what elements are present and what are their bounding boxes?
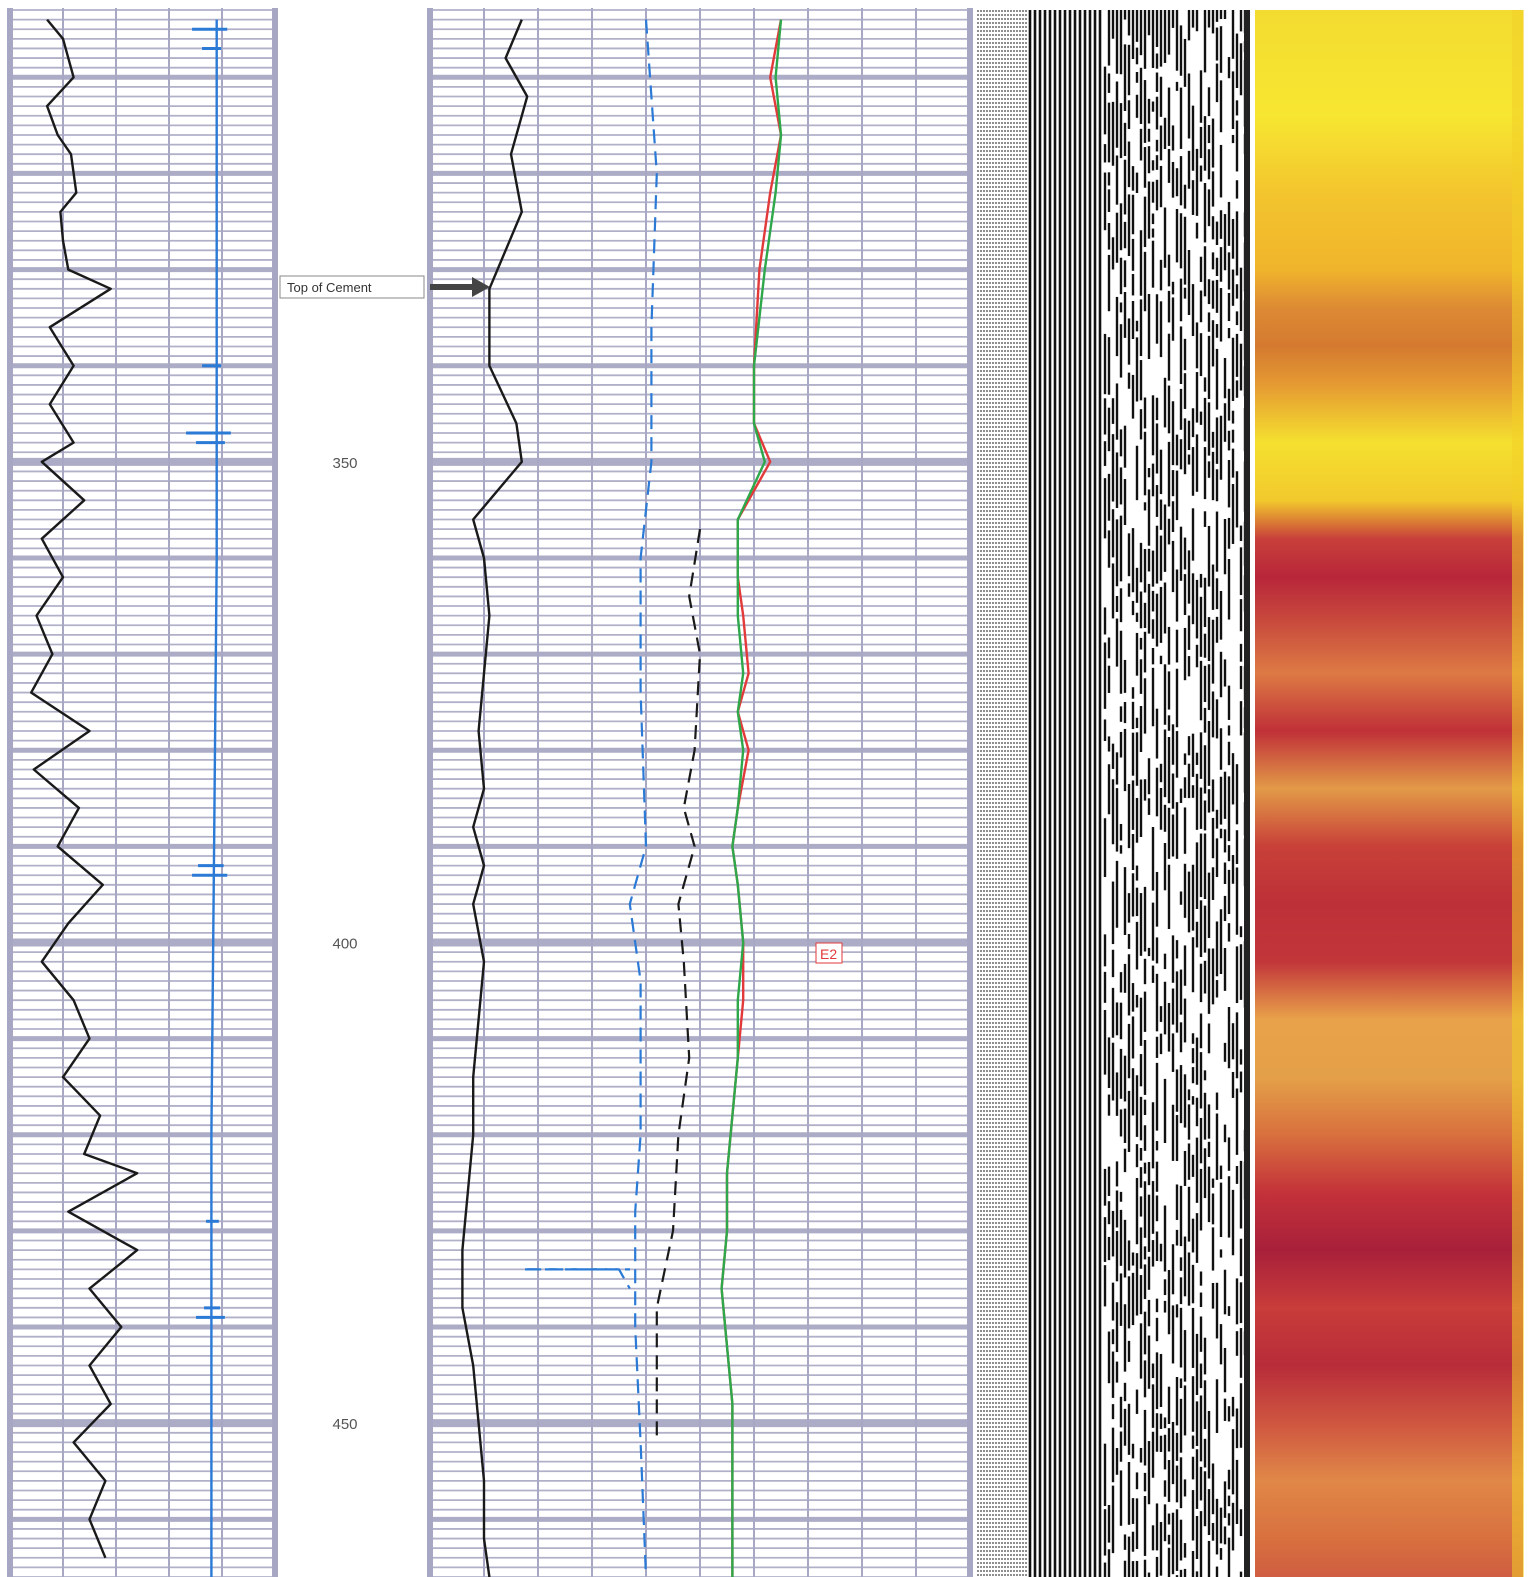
depth-label: 350 [332,455,357,472]
log-curve [527,1268,631,1290]
track-border [427,8,433,1577]
left-curves [30,18,231,1577]
marker-label: E2 [820,946,837,962]
log-curve [655,528,702,1443]
log-curve [210,19,218,1577]
annotation-box [279,275,425,299]
annotation-arrowhead [472,277,490,297]
track-border [967,8,973,1577]
depth-label: 450 [332,1416,357,1433]
annotation-text: Top of Cement [287,280,372,295]
vdl-border [1244,10,1250,1577]
log-curve [628,19,658,1577]
track-border [7,8,13,1577]
marker-box [815,942,843,964]
depth-labels: 350 400 450 [332,455,357,1433]
track-border [272,8,278,1577]
vdl-track [977,10,1250,1577]
top-of-cement-annotation: Top of Cement [279,275,490,299]
cement-map-track [1255,10,1524,1577]
depth-label: 400 [332,936,357,953]
left-track [7,8,278,1577]
log-curve [461,19,529,1577]
e2-marker: E2 [815,942,843,964]
cement-map-heatmap [1255,10,1523,1577]
log-curve [30,18,139,1559]
log-curve [720,19,783,1577]
right-track [427,8,973,1577]
cement-map-edge-strip [1512,10,1524,1577]
right-curves [461,19,783,1577]
